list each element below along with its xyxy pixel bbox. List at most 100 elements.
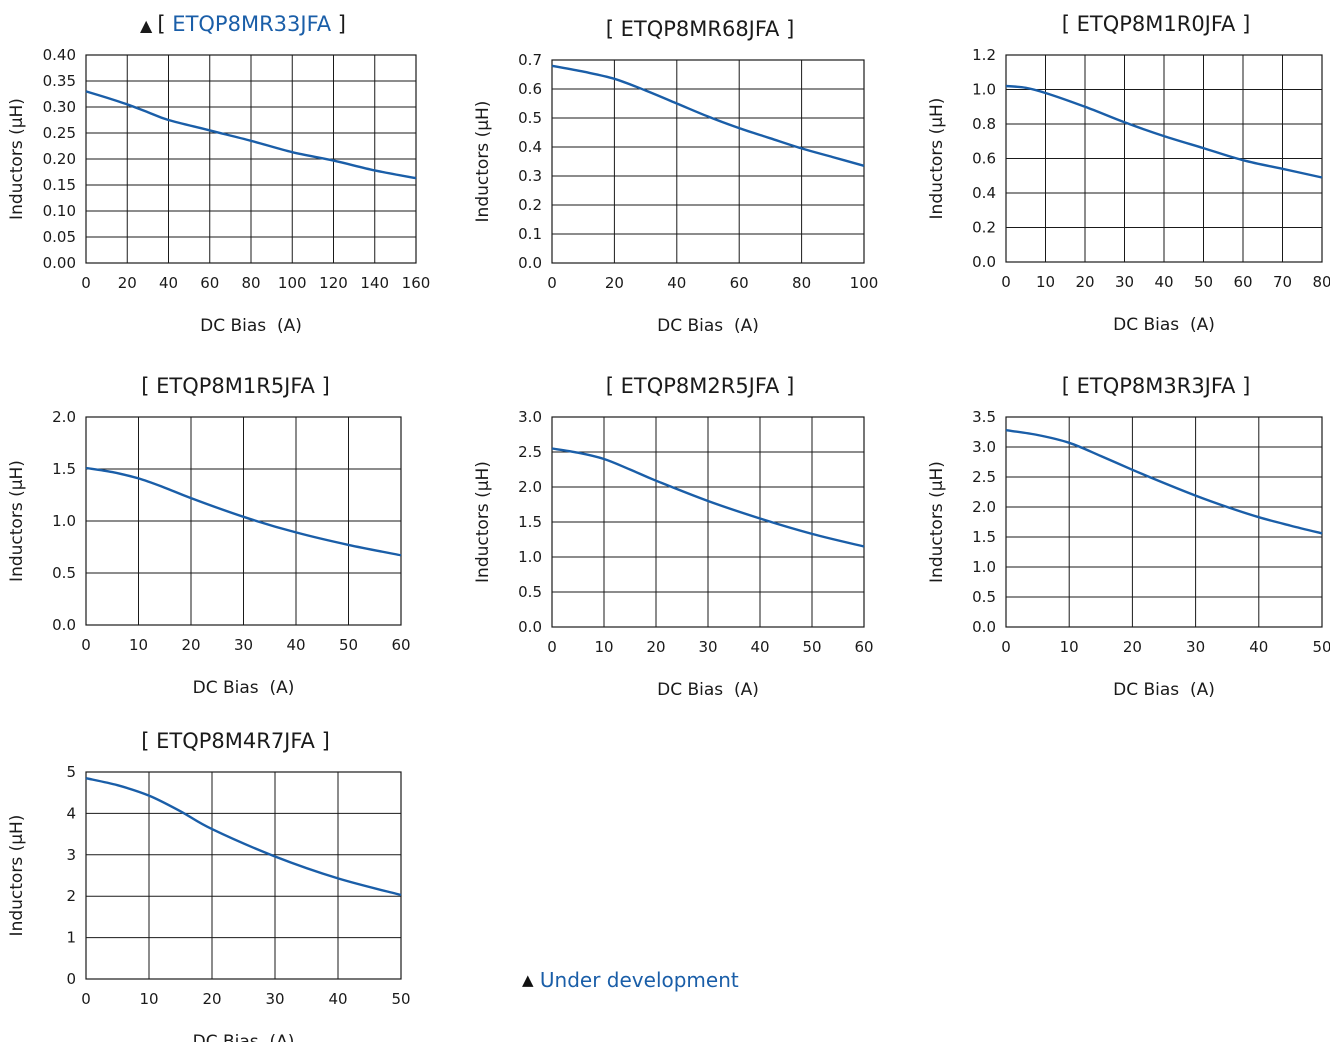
chart-title-part-number: ETQP8M3R3JFA <box>1077 374 1236 398</box>
x-tick-label: 20 <box>646 638 665 656</box>
y-tick-label: 0 <box>66 970 76 988</box>
x-tick-label: 50 <box>1312 638 1330 656</box>
x-tick-label: 40 <box>1154 273 1173 291</box>
chart-title: ▲ [ ETQP8MR33JFA ] <box>140 12 346 36</box>
title-bracket-close: ] <box>315 729 330 753</box>
y-tick-label: 0.7 <box>518 51 542 69</box>
y-tick-label: 2.0 <box>518 478 542 496</box>
y-tick-label: 0.35 <box>43 72 76 90</box>
y-axis-label: Inductors (µH) <box>7 460 27 582</box>
chart-title-part-number: ETQP8MR68JFA <box>621 17 780 41</box>
chart-title-part-number: ETQP8M1R0JFA <box>1077 12 1236 36</box>
x-tick-label: 40 <box>750 638 769 656</box>
plot-frame <box>85 771 402 980</box>
under-development-marker-icon: ▲ <box>140 16 157 35</box>
x-tick-label: 40 <box>1249 638 1268 656</box>
x-tick-label: 30 <box>1186 638 1205 656</box>
chart-title: [ ETQP8M1R0JFA ] <box>1062 12 1251 36</box>
x-tick-label: 120 <box>319 274 348 292</box>
x-axis-label: DC Bias (A) <box>193 1032 295 1042</box>
y-tick-label: 1.0 <box>518 548 542 566</box>
title-bracket-open: [ <box>157 12 172 36</box>
y-tick-label: 0.5 <box>52 564 76 582</box>
chart-title-part-number: ETQP8M1R5JFA <box>156 374 315 398</box>
y-tick-label: 0.5 <box>518 583 542 601</box>
series-line <box>85 777 402 897</box>
y-tick-label: 0.8 <box>972 115 996 133</box>
x-tick-label: 20 <box>1075 273 1094 291</box>
x-tick-label: 0 <box>547 638 557 656</box>
y-tick-label: 0.0 <box>518 618 542 636</box>
x-axis-label: DC Bias (A) <box>200 316 302 336</box>
title-bracket-close: ] <box>331 12 346 36</box>
x-tick-label: 40 <box>667 274 686 292</box>
x-tick-label: 100 <box>278 274 307 292</box>
series-line <box>551 447 865 548</box>
title-bracket-close: ] <box>1235 374 1250 398</box>
x-tick-label: 80 <box>1312 273 1330 291</box>
x-tick-label: 60 <box>730 274 749 292</box>
chart-title: [ ETQP8M4R7JFA ] <box>141 729 330 753</box>
y-tick-label: 0.3 <box>518 167 542 185</box>
plot-frame <box>85 54 417 264</box>
chart-3: 0 10 20 30 40 50 60 70 80 0.0 0.2 0.4 0.6 0.8 1.0 1.2 DC… <box>927 12 1330 335</box>
title-bracket-open: [ <box>1062 12 1077 36</box>
y-tick-label: 3.0 <box>518 408 542 426</box>
under-development-link[interactable]: Under development <box>539 968 739 992</box>
y-tick-label: 0.1 <box>518 225 542 243</box>
x-tick-label: 60 <box>854 638 873 656</box>
x-tick-label: 20 <box>605 274 624 292</box>
x-tick-label: 30 <box>1115 273 1134 291</box>
series-line <box>85 466 402 557</box>
x-tick-label: 10 <box>139 990 158 1008</box>
series-line <box>551 64 865 167</box>
y-tick-label: 0.30 <box>43 98 76 116</box>
y-axis-label: Inductors (µH) <box>7 98 27 220</box>
x-tick-label: 40 <box>159 274 178 292</box>
title-bracket-close: ] <box>779 374 794 398</box>
x-tick-label: 70 <box>1273 273 1292 291</box>
x-tick-label: 30 <box>265 990 284 1008</box>
x-tick-label: 100 <box>850 274 879 292</box>
x-tick-label: 0 <box>547 274 557 292</box>
y-tick-label: 0.4 <box>972 184 996 202</box>
plot-frame <box>1005 54 1323 263</box>
y-tick-label: 0.0 <box>518 254 542 272</box>
x-tick-label: 50 <box>802 638 821 656</box>
y-tick-label: 3.5 <box>972 408 996 426</box>
y-tick-label: 0.05 <box>43 228 76 246</box>
x-tick-label: 50 <box>391 990 410 1008</box>
y-tick-label: 1.5 <box>52 460 76 478</box>
chart-1: 0 20 40 60 80 100 120 140 160 0.00 0.05 0.10 0.15 0.2… <box>7 12 430 336</box>
title-bracket-close: ] <box>779 17 794 41</box>
series-line <box>85 90 417 180</box>
y-tick-label: 2.5 <box>972 468 996 486</box>
y-tick-label: 0.10 <box>43 202 76 220</box>
y-tick-label: 1.0 <box>972 81 996 99</box>
x-tick-label: 10 <box>1036 273 1055 291</box>
y-axis-label: Inductors (µH) <box>473 101 493 223</box>
y-tick-label: 2.5 <box>518 443 542 461</box>
y-tick-label: 4 <box>66 804 76 822</box>
x-tick-label: 40 <box>286 636 305 654</box>
chart-title-part-number[interactable]: ETQP8MR33JFA <box>172 12 331 36</box>
title-bracket-open: [ <box>141 729 156 753</box>
title-bracket-close: ] <box>315 374 330 398</box>
y-tick-label: 3 <box>66 846 76 864</box>
x-tick-label: 60 <box>200 274 219 292</box>
title-bracket-open: [ <box>141 374 156 398</box>
title-bracket-close: ] <box>1235 12 1250 36</box>
y-tick-label: 0.00 <box>43 254 76 272</box>
y-tick-label: 1.0 <box>52 512 76 530</box>
y-tick-label: 0.20 <box>43 150 76 168</box>
y-tick-label: 0.0 <box>972 253 996 271</box>
x-tick-label: 160 <box>402 274 431 292</box>
x-tick-label: 60 <box>1233 273 1252 291</box>
y-tick-label: 0.6 <box>518 80 542 98</box>
chart-title-part-number: ETQP8M4R7JFA <box>156 729 315 753</box>
y-tick-label: 2 <box>66 887 76 905</box>
x-tick-label: 0 <box>81 636 91 654</box>
plot-frame <box>1005 416 1323 628</box>
chart-title: [ ETQP8MR68JFA ] <box>606 17 795 41</box>
x-tick-label: 10 <box>594 638 613 656</box>
